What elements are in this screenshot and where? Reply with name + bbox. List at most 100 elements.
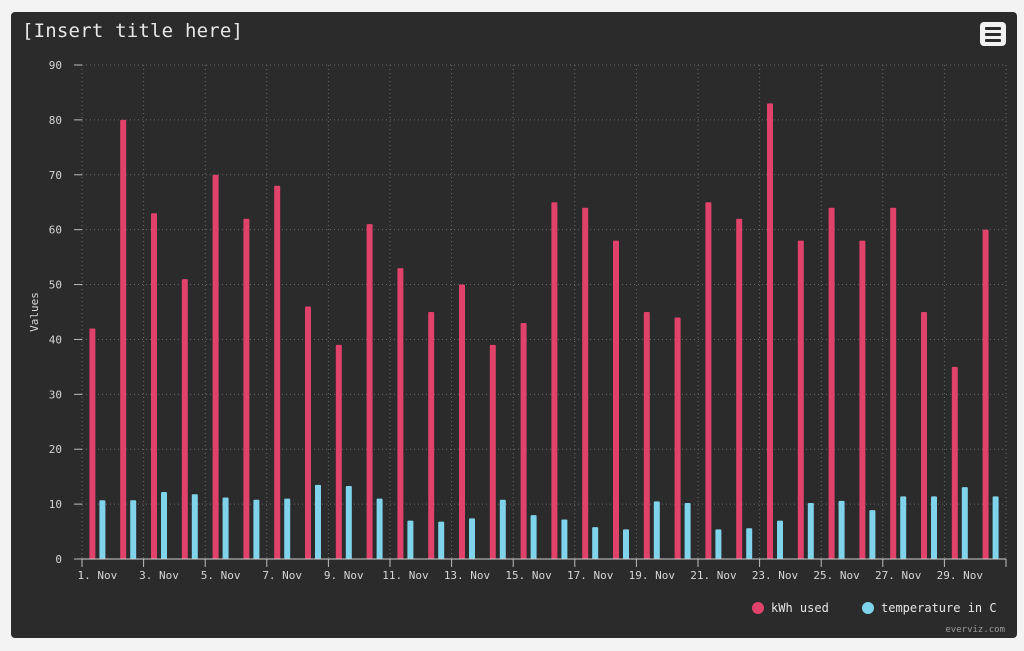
x-tick-label: 19. Nov bbox=[629, 569, 676, 582]
bar-kwh-used[interactable] bbox=[489, 344, 496, 559]
bar-kwh-used[interactable] bbox=[674, 317, 681, 559]
x-tick-label: 29. Nov bbox=[937, 569, 984, 582]
bar-kwh-used[interactable] bbox=[613, 240, 619, 559]
x-tick-label: 3. Nov bbox=[139, 569, 179, 582]
bar-kwh-used[interactable] bbox=[643, 312, 650, 559]
hamburger-menu-icon-line bbox=[985, 32, 1001, 36]
bar-kwh-used[interactable] bbox=[520, 322, 527, 559]
y-tick-label: 20 bbox=[49, 443, 62, 456]
bar-temperature[interactable] bbox=[961, 487, 968, 559]
bar-temperature[interactable] bbox=[345, 485, 352, 559]
x-tick-label: 15. Nov bbox=[505, 569, 552, 582]
chart-title: [Insert title here] bbox=[22, 20, 244, 42]
bar-kwh-used[interactable] bbox=[181, 279, 188, 559]
bar-temperature[interactable] bbox=[376, 498, 383, 559]
y-tick-label: 80 bbox=[49, 114, 62, 127]
y-tick-label: 90 bbox=[49, 59, 62, 72]
bar-kwh-used[interactable] bbox=[274, 185, 281, 559]
legend-marker-icon bbox=[862, 602, 874, 614]
bar-temperature[interactable] bbox=[807, 503, 814, 559]
hamburger-menu-icon-line bbox=[985, 38, 1001, 42]
bar-kwh-used[interactable] bbox=[459, 284, 465, 559]
y-tick-label: 70 bbox=[49, 169, 62, 182]
x-tick-label: 17. Nov bbox=[567, 569, 614, 582]
bar-kwh-used[interactable] bbox=[89, 328, 96, 559]
bar-kwh-used[interactable] bbox=[582, 207, 589, 559]
x-tick-label: 23. Nov bbox=[752, 569, 799, 582]
hamburger-menu-icon bbox=[985, 26, 1001, 30]
bar-temperature[interactable] bbox=[499, 499, 506, 559]
bar-kwh-used[interactable] bbox=[951, 366, 958, 559]
bar-temperature[interactable] bbox=[715, 529, 722, 559]
bar-temperature[interactable] bbox=[653, 501, 660, 559]
bar-kwh-used[interactable] bbox=[767, 103, 773, 559]
bar-temperature[interactable] bbox=[592, 527, 599, 559]
bar-kwh-used[interactable] bbox=[428, 312, 435, 559]
y-tick-label: 30 bbox=[49, 388, 62, 401]
x-tick-label: 27. Nov bbox=[875, 569, 922, 582]
bar-kwh-used[interactable] bbox=[151, 213, 157, 559]
chart-menu-button[interactable] bbox=[980, 22, 1006, 46]
bar-temperature[interactable] bbox=[992, 496, 999, 559]
bar-temperature[interactable] bbox=[777, 520, 783, 559]
bar-kwh-used[interactable] bbox=[797, 240, 804, 559]
bar-temperature[interactable] bbox=[746, 528, 753, 559]
bar-temperature[interactable] bbox=[623, 529, 629, 559]
y-tick-label: 50 bbox=[49, 279, 62, 292]
bar-temperature[interactable] bbox=[407, 520, 414, 559]
x-tick-label: 9. Nov bbox=[324, 569, 364, 582]
x-tick-label: 21. Nov bbox=[690, 569, 737, 582]
bar-temperature[interactable] bbox=[931, 496, 937, 559]
x-tick-label: 1. Nov bbox=[78, 569, 118, 582]
bar-kwh-used[interactable] bbox=[243, 218, 250, 559]
bar-temperature[interactable] bbox=[161, 492, 167, 559]
bar-temperature[interactable] bbox=[869, 510, 876, 559]
y-tick-label: 10 bbox=[49, 498, 62, 511]
x-tick-label: 5. Nov bbox=[201, 569, 241, 582]
y-tick-label: 60 bbox=[49, 224, 62, 237]
bar-temperature[interactable] bbox=[99, 500, 106, 559]
legend-marker-icon bbox=[752, 602, 764, 614]
legend[interactable]: kWh used temperature in C bbox=[752, 601, 997, 615]
bar-kwh-used[interactable] bbox=[366, 224, 373, 559]
bar-kwh-used[interactable] bbox=[921, 312, 927, 559]
bar-temperature[interactable] bbox=[253, 499, 260, 559]
bar-kwh-used[interactable] bbox=[890, 207, 897, 559]
bar-kwh-used[interactable] bbox=[212, 174, 219, 559]
bar-kwh-used[interactable] bbox=[705, 202, 712, 559]
bar-kwh-used[interactable] bbox=[982, 229, 989, 559]
bar-temperature[interactable] bbox=[530, 515, 537, 559]
bar-temperature[interactable] bbox=[438, 521, 445, 559]
bar-kwh-used[interactable] bbox=[828, 207, 835, 559]
bar-chart: 0 10 20 30 40 50 60 70 80 90 1. Nov 3. Nov 5. Nov 7. … bbox=[28, 59, 1007, 615]
x-tick-label: 13. Nov bbox=[444, 569, 491, 582]
bar-temperature[interactable] bbox=[561, 519, 568, 559]
bar-temperature[interactable] bbox=[315, 484, 321, 559]
legend-item-temperature[interactable]: temperature in C bbox=[862, 601, 997, 615]
bar-kwh-used[interactable] bbox=[859, 240, 866, 559]
bar-temperature[interactable] bbox=[191, 494, 198, 559]
y-tick-label: 40 bbox=[49, 333, 62, 346]
y-axis-title: Values bbox=[28, 292, 41, 332]
y-tick-label: 0 bbox=[55, 553, 62, 566]
x-tick-label: 7. Nov bbox=[262, 569, 302, 582]
bar-kwh-used[interactable] bbox=[120, 119, 127, 559]
legend-item-kwh-used[interactable]: kWh used bbox=[752, 601, 829, 615]
bar-temperature[interactable] bbox=[130, 500, 137, 559]
credit-link[interactable]: everviz.com bbox=[945, 625, 1005, 635]
bar-temperature[interactable] bbox=[838, 500, 845, 559]
bar-kwh-used[interactable] bbox=[335, 344, 342, 559]
bar-temperature[interactable] bbox=[900, 496, 907, 559]
bar-kwh-used[interactable] bbox=[551, 202, 558, 559]
grid-lines bbox=[81, 64, 1007, 559]
legend-label: kWh used bbox=[771, 601, 829, 615]
bar-temperature[interactable] bbox=[284, 498, 291, 559]
bar-kwh-used[interactable] bbox=[397, 268, 404, 559]
bar-series bbox=[89, 103, 999, 559]
chart-card: [Insert title here] 0 10 20 30 40 50 60 70 80 90 1… bbox=[11, 12, 1017, 638]
bar-kwh-used[interactable] bbox=[305, 306, 311, 559]
bar-temperature[interactable] bbox=[469, 518, 475, 559]
bar-kwh-used[interactable] bbox=[736, 218, 743, 559]
bar-temperature[interactable] bbox=[684, 503, 691, 559]
bar-temperature[interactable] bbox=[222, 497, 229, 559]
